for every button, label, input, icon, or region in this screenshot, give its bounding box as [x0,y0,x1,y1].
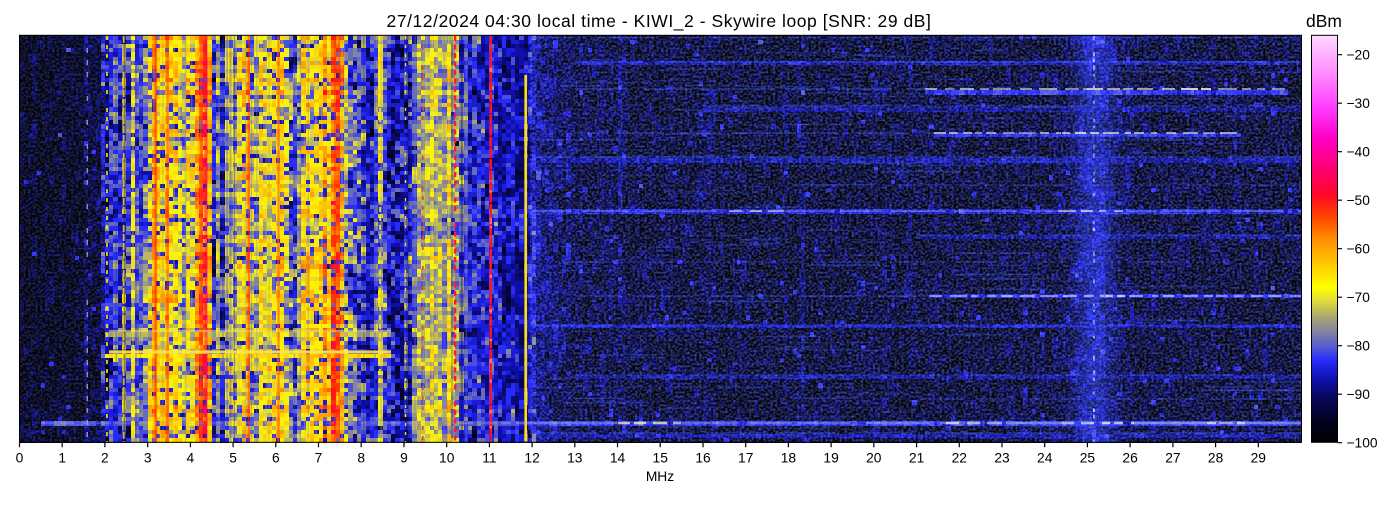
svg-text:24: 24 [1037,450,1053,465]
svg-text:19: 19 [823,450,839,465]
svg-text:−100: −100 [1347,436,1378,451]
svg-text:−30: −30 [1347,96,1371,111]
svg-text:11: 11 [482,450,496,465]
svg-text:26: 26 [1122,450,1138,465]
svg-text:0: 0 [16,450,24,465]
svg-text:MHz: MHz [646,469,674,484]
svg-text:10: 10 [439,450,455,465]
svg-text:14: 14 [610,450,626,465]
svg-text:12: 12 [524,450,539,465]
svg-text:−90: −90 [1347,387,1371,402]
svg-text:2: 2 [101,450,109,465]
svg-text:−50: −50 [1347,193,1371,208]
svg-text:1: 1 [58,450,66,465]
svg-text:−40: −40 [1347,145,1371,160]
svg-text:27: 27 [1165,450,1180,465]
svg-text:17: 17 [738,450,753,465]
svg-text:18: 18 [781,450,797,465]
svg-text:−70: −70 [1347,290,1371,305]
svg-text:7: 7 [315,450,323,465]
svg-text:22: 22 [952,450,967,465]
svg-text:23: 23 [994,450,1010,465]
svg-text:20: 20 [866,450,882,465]
svg-text:28: 28 [1208,450,1224,465]
svg-text:3: 3 [144,450,152,465]
svg-text:27/12/2024 04:30 local time -: 27/12/2024 04:30 local time - KIWI_2 - S… [387,11,932,32]
svg-text:9: 9 [400,450,408,465]
svg-text:−20: −20 [1347,48,1371,63]
svg-text:−80: −80 [1347,339,1371,354]
svg-text:13: 13 [567,450,583,465]
svg-text:8: 8 [357,450,365,465]
svg-text:−60: −60 [1347,242,1371,257]
svg-text:16: 16 [695,450,711,465]
svg-text:29: 29 [1251,450,1267,465]
svg-text:4: 4 [187,450,195,465]
svg-text:21: 21 [909,450,924,465]
svg-text:6: 6 [272,450,280,465]
svg-text:5: 5 [229,450,237,465]
svg-text:dBm: dBm [1306,11,1342,31]
svg-text:15: 15 [653,450,669,465]
svg-text:25: 25 [1080,450,1096,465]
